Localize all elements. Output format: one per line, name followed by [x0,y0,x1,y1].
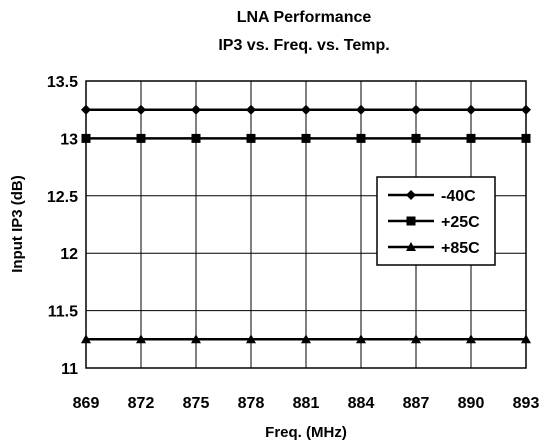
data-point [191,334,201,344]
data-point [246,334,256,344]
data-point [246,104,256,115]
legend-label: +25C [441,214,480,231]
plot-area [85,80,527,369]
data-point [136,334,146,344]
data-point [466,133,476,143]
chart-title-line-2: IP3 vs. Freq. vs. Temp. [218,37,389,54]
series-+85C [81,334,531,344]
x-tick-label: 881 [293,395,320,412]
x-tick-labels: 869 872 875 878 881 884 887 890 893 [73,395,540,412]
y-tick-label: 11.5 [48,304,78,321]
data-point [301,133,311,143]
data-point [81,133,91,143]
series-group [81,104,531,344]
x-tick-label: 869 [73,395,100,412]
data-point [191,133,201,143]
legend-item: +25C [388,214,480,231]
data-point [466,104,476,115]
data-point [356,133,366,143]
x-tick-label: 872 [128,395,155,412]
y-tick-labels: 13.5 13 12.5 12 11.5 11 [47,74,78,378]
x-tick-label: 893 [513,395,540,412]
x-tick-label: 875 [183,395,210,412]
y-tick-label: 12.5 [47,189,78,206]
y-tick-label: 13 [60,131,78,148]
data-point [81,334,91,344]
legend-label: +85C [441,240,480,257]
data-point [191,104,201,115]
data-point [356,334,366,344]
series--40C [81,104,531,115]
y-tick-label: 12 [60,246,78,263]
data-point [521,104,531,115]
legend-marker [406,242,416,251]
x-tick-label: 890 [458,395,485,412]
data-point [301,334,311,344]
data-point [136,104,146,115]
x-axis-label: Freq. (MHz) [265,424,347,441]
x-tick-label: 878 [238,395,265,412]
data-point [411,334,421,344]
data-point [301,104,311,115]
x-tick-label: 884 [348,395,375,412]
legend-marker [406,190,416,200]
data-point [411,104,421,115]
legend-marker [406,216,416,226]
series-+25C [81,133,531,143]
legend-item: -40C [388,188,476,205]
x-tick-label: 887 [403,395,430,412]
legend-label: -40C [441,188,476,205]
data-point [466,334,476,344]
chart-title-line-1: LNA Performance [237,9,372,26]
data-point [81,104,91,115]
legend-item: +85C [388,240,480,257]
legend: -40C +25C +85C [376,176,496,266]
data-point [356,104,366,115]
data-point [521,133,531,143]
y-axis-label: Input IP3 (dB) [9,175,26,273]
data-point [246,133,256,143]
y-tick-label: 11 [61,361,78,378]
data-point [136,133,146,143]
data-point [521,334,531,344]
y-tick-label: 13.5 [47,74,78,91]
data-point [411,133,421,143]
